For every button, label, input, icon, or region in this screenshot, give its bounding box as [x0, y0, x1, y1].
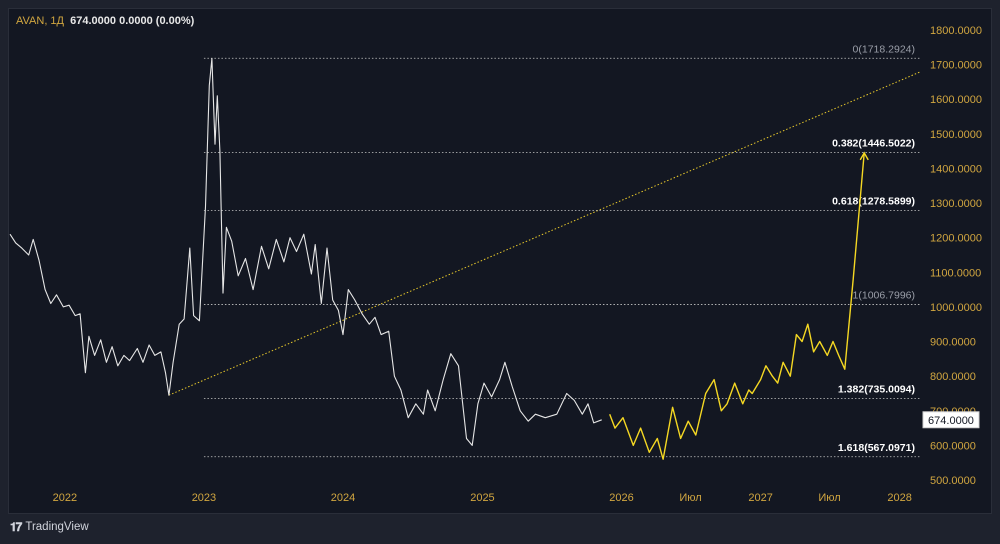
- fib-level-label: 1(1006.7996): [853, 290, 915, 302]
- last-price-label: 674.0000: [928, 415, 974, 427]
- fib-level-label: 1.618(567.0971): [838, 442, 915, 454]
- y-tick-label: 1700.0000: [930, 60, 982, 72]
- chart-frame: [8, 8, 992, 514]
- brand-label: TradingView: [25, 521, 89, 533]
- last-price-tag: [922, 411, 980, 429]
- y-tick-label: 1600.0000: [930, 94, 982, 106]
- y-tick-label: 800.0000: [930, 371, 976, 383]
- projection-arrowhead: [859, 151, 869, 161]
- y-tick-label: 600.0000: [930, 440, 976, 452]
- symbol-header: AVAN, 1Д 674.0000 0.0000 (0.00%): [16, 15, 194, 27]
- fib-level-label: 0.382(1446.5022): [832, 137, 915, 149]
- y-tick-label: 1300.0000: [930, 198, 982, 210]
- y-tick-label: 1400.0000: [930, 163, 982, 175]
- x-tick-label: 2026: [609, 492, 633, 504]
- x-tick-label: Июл: [679, 492, 701, 504]
- fib-level-label: 0.618(1278.5899): [832, 195, 915, 207]
- y-tick-label: 1200.0000: [930, 233, 982, 245]
- y-tick-label: 1500.0000: [930, 129, 982, 141]
- fib-level-label: 0(1718.2924): [853, 43, 915, 55]
- brand-footer[interactable]: 𝟏𝟕 TradingView: [10, 518, 89, 536]
- fib-level-label: 1.382(735.0094): [838, 384, 915, 396]
- x-tick-label: Июл: [818, 492, 840, 504]
- x-tick-label: 2028: [887, 492, 911, 504]
- x-tick-label: 2022: [53, 492, 77, 504]
- projection-line[interactable]: [609, 152, 865, 460]
- y-tick-label: 1800.0000: [930, 25, 982, 37]
- y-tick-label: 1100.0000: [930, 267, 981, 279]
- x-tick-label: 2027: [748, 492, 772, 504]
- x-tick-label: 2025: [470, 492, 494, 504]
- x-tick-label: 2023: [192, 492, 216, 504]
- trendline[interactable]: [168, 71, 922, 396]
- symbol-label[interactable]: AVAN, 1Д: [16, 15, 65, 27]
- y-tick-label: 900.0000: [930, 337, 976, 349]
- y-tick-label: 500.0000: [930, 475, 976, 487]
- tradingview-logo-icon: 𝟏𝟕: [10, 519, 22, 534]
- y-tick-label: 1000.0000: [930, 302, 982, 314]
- price-line[interactable]: [9, 57, 602, 446]
- x-tick-label: 2024: [331, 492, 355, 504]
- price-values: 674.0000 0.0000 (0.00%): [70, 15, 195, 27]
